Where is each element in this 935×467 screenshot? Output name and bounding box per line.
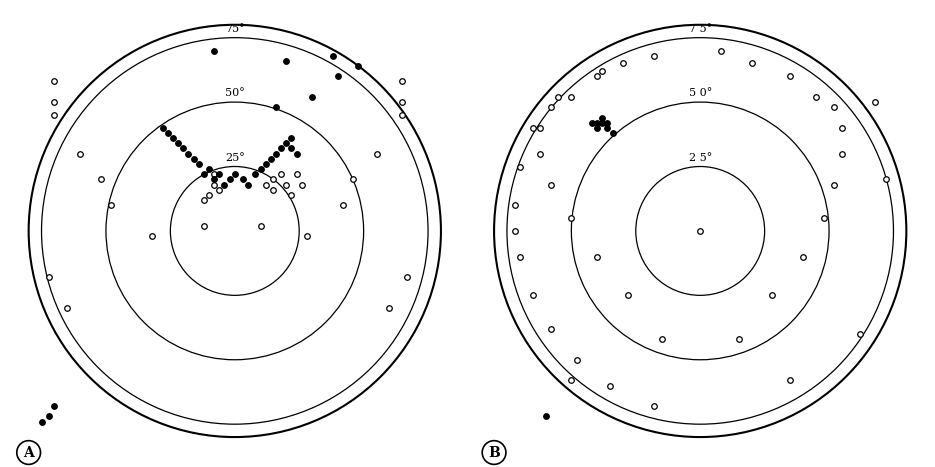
Text: 75°: 75°	[225, 24, 245, 34]
Text: 50°: 50°	[225, 88, 245, 98]
Text: 7 5°: 7 5°	[689, 24, 712, 34]
Text: B: B	[488, 446, 500, 460]
Text: A: A	[23, 446, 34, 460]
Text: 5 0°: 5 0°	[688, 88, 712, 98]
Text: 2 5°: 2 5°	[688, 153, 712, 163]
Text: 25°: 25°	[225, 153, 245, 163]
